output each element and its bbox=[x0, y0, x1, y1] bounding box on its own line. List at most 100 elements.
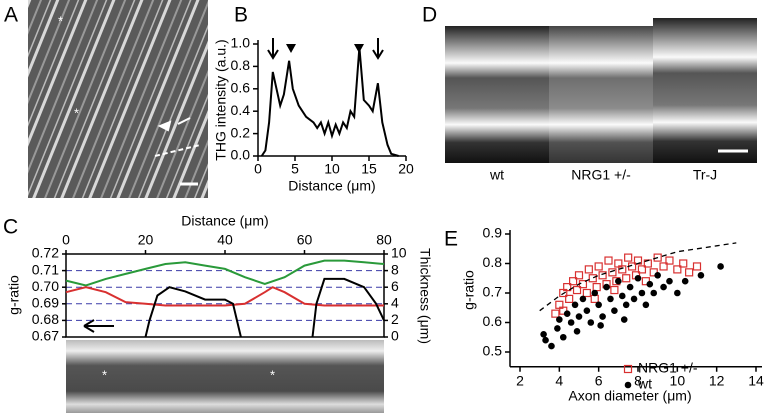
data-point bbox=[588, 274, 597, 283]
y2-axis-label: Thickness (μm) bbox=[417, 248, 433, 344]
y-tick-label: 0.68 bbox=[32, 311, 59, 327]
x-axis-label: Axon diameter (μm) bbox=[568, 388, 691, 404]
y-tick-label: 0.8 bbox=[483, 254, 503, 270]
data-point bbox=[610, 285, 619, 295]
y-tick-label: 0.67 bbox=[32, 328, 59, 344]
data-point bbox=[584, 265, 593, 274]
data-point bbox=[571, 301, 579, 309]
micrograph-a bbox=[28, 0, 208, 198]
data-point bbox=[573, 328, 581, 335]
legend-marker bbox=[624, 381, 632, 389]
data-point bbox=[717, 263, 724, 270]
data-point bbox=[563, 310, 571, 317]
data-point bbox=[659, 262, 668, 271]
data-point bbox=[638, 289, 646, 297]
micrograph-d bbox=[653, 18, 757, 163]
y-tick-label: 0.8 bbox=[231, 57, 251, 73]
data-point bbox=[575, 313, 583, 320]
data-line bbox=[65, 286, 384, 307]
data-point bbox=[630, 295, 638, 303]
x-tick-label: 40 bbox=[217, 232, 233, 248]
y-tick-label: 0.72 bbox=[32, 245, 59, 261]
data-point bbox=[618, 292, 626, 300]
data-point bbox=[653, 253, 662, 262]
y-tick-label: 0.6 bbox=[483, 313, 503, 329]
data-point bbox=[611, 307, 618, 315]
data-point bbox=[642, 301, 650, 309]
data-point bbox=[599, 313, 606, 320]
asterisk: * bbox=[74, 105, 79, 120]
data-point bbox=[685, 268, 694, 277]
image-caption: NRG1 +/- bbox=[571, 167, 631, 183]
image-caption: wt bbox=[489, 167, 504, 183]
data-point bbox=[563, 283, 572, 292]
y-tick-label: 0.0 bbox=[231, 147, 251, 163]
data-point bbox=[592, 283, 601, 292]
asterisk: * bbox=[58, 13, 63, 28]
y-tick-label: 0.2 bbox=[231, 124, 251, 140]
y-tick-label: 0.71 bbox=[32, 261, 59, 277]
data-point bbox=[620, 316, 628, 323]
arrow bbox=[157, 117, 191, 132]
panel-label: E bbox=[444, 228, 458, 251]
y2-tick-label: 6 bbox=[391, 278, 399, 294]
data-line bbox=[144, 277, 385, 338]
data-point bbox=[654, 272, 661, 279]
y2-tick-label: 4 bbox=[391, 295, 399, 311]
data-point bbox=[567, 319, 575, 326]
data-point bbox=[542, 336, 549, 344]
x-tick-label: 80 bbox=[376, 232, 392, 248]
data-point bbox=[582, 288, 591, 298]
data-point bbox=[572, 285, 582, 295]
asterisk: * bbox=[102, 367, 107, 382]
data-point bbox=[622, 301, 630, 309]
x-tick-label: 60 bbox=[297, 232, 313, 248]
data-point bbox=[607, 295, 614, 303]
x-tick-label: 0 bbox=[254, 161, 262, 177]
x-tick-label: 5 bbox=[291, 161, 299, 177]
data-point bbox=[665, 256, 674, 265]
data-point bbox=[590, 294, 599, 303]
data-point bbox=[565, 294, 574, 303]
panel-label: C bbox=[3, 216, 18, 239]
x-tick-label: 6 bbox=[595, 372, 603, 388]
data-point bbox=[608, 268, 617, 277]
legend-label: wt bbox=[637, 376, 652, 392]
data-point bbox=[554, 325, 561, 332]
data-point bbox=[660, 283, 667, 291]
panel-label: D bbox=[422, 4, 437, 27]
data-point bbox=[551, 309, 560, 318]
data-point bbox=[556, 316, 563, 323]
data-point bbox=[673, 265, 682, 274]
data-point bbox=[583, 307, 591, 315]
data-point bbox=[674, 289, 681, 297]
arrow bbox=[83, 319, 114, 333]
y-tick-label: 0.6 bbox=[231, 80, 251, 96]
panel-label: B bbox=[234, 4, 248, 27]
y-axis-label: g-ratio bbox=[461, 270, 477, 310]
y2-tick-label: 2 bbox=[391, 311, 399, 327]
legend-label: NRG1 +/- bbox=[638, 360, 698, 376]
y-tick-label: 0.4 bbox=[231, 102, 251, 118]
arrowhead bbox=[286, 44, 364, 53]
y-tick-label: 0.69 bbox=[32, 295, 59, 311]
x-tick-label: 10 bbox=[324, 161, 340, 177]
data-point bbox=[591, 289, 599, 297]
data-line bbox=[65, 259, 385, 287]
data-point bbox=[622, 274, 631, 283]
y-tick-label: 1.0 bbox=[231, 35, 251, 51]
data-point bbox=[692, 262, 702, 271]
arrow bbox=[267, 38, 384, 60]
y2-tick-label: 10 bbox=[391, 245, 407, 261]
data-point bbox=[587, 319, 595, 326]
data-point bbox=[597, 322, 604, 329]
x-tick-label: 20 bbox=[398, 161, 414, 177]
data-point bbox=[540, 331, 547, 338]
micrograph-d bbox=[549, 26, 653, 163]
x-tick-label: 20 bbox=[138, 232, 154, 248]
x-axis-label: Distance (μm) bbox=[288, 178, 375, 194]
data-point bbox=[650, 289, 658, 297]
y-tick-label: 0.9 bbox=[483, 225, 503, 241]
data-point bbox=[574, 271, 584, 280]
